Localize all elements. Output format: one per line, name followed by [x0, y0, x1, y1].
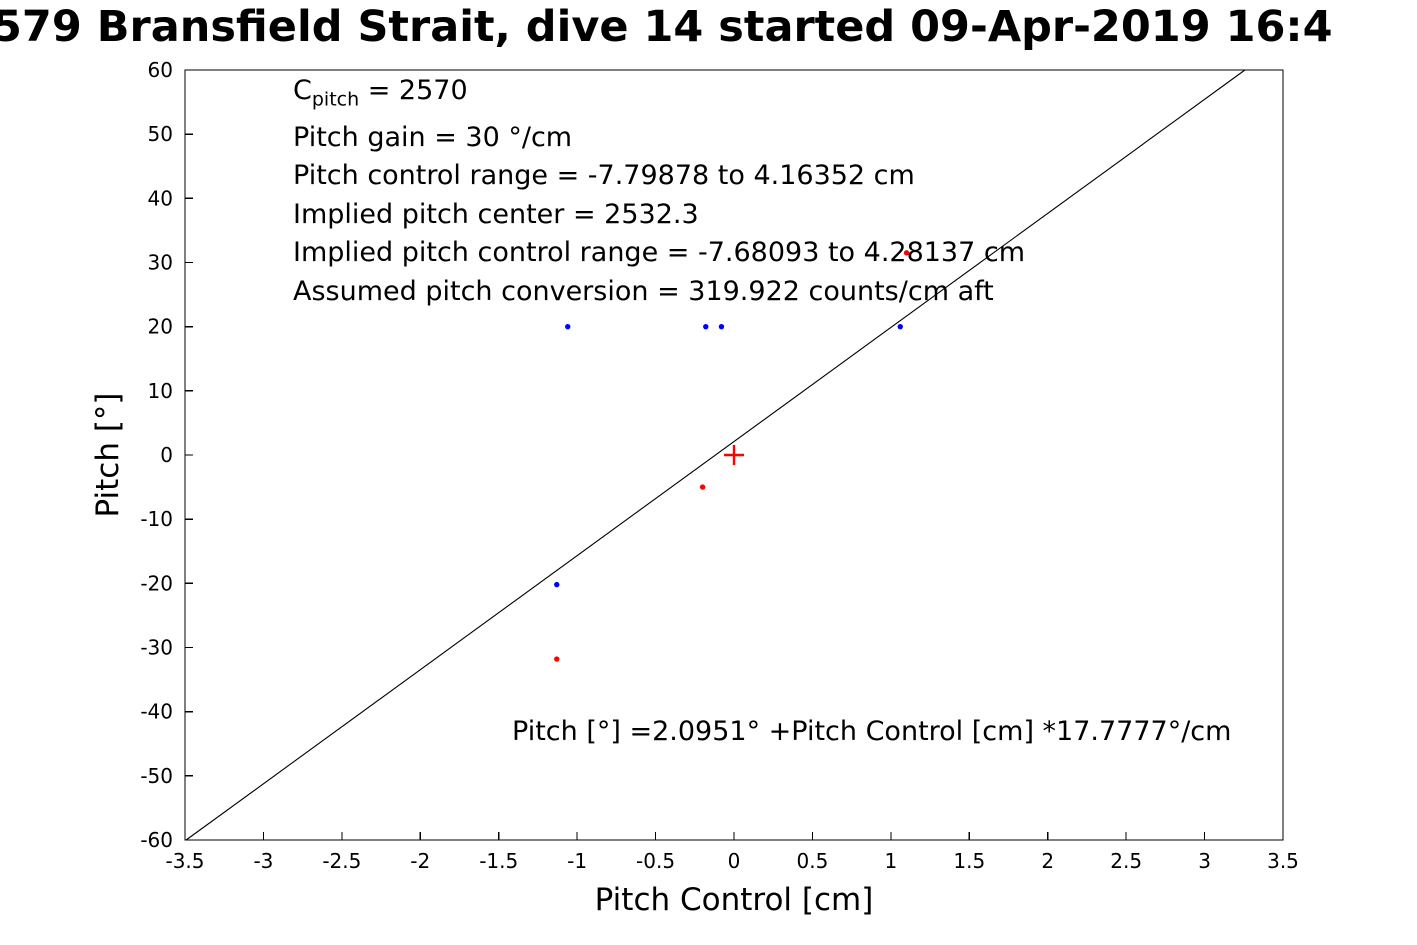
x-tick-label: 0.5	[797, 849, 829, 873]
regression-info-annotations: Cpitch = 2570 Pitch gain = 30 °/cm Pitch c…	[293, 72, 1025, 311]
y-tick-label: 50	[148, 122, 173, 146]
x-axis-label: Pitch Control [cm]	[594, 882, 874, 918]
y-tick-label: 40	[148, 186, 173, 210]
y-tick-label: -30	[140, 636, 173, 660]
info-line: Pitch gain = 30 °/cm	[293, 121, 573, 153]
observed-pitch-blue-point	[565, 323, 571, 330]
x-tick-label: -3.5	[165, 849, 204, 873]
y-axis-label: Pitch [°]	[90, 392, 126, 518]
info-line: Implied pitch center = 2532.3	[293, 198, 699, 230]
x-tick-label: 1.5	[953, 849, 985, 873]
implied-pitch-red-point	[554, 656, 560, 662]
x-tick-label: -2.5	[322, 849, 361, 873]
x-tick-label: -3	[253, 849, 273, 873]
fit-line	[185, 69, 1246, 841]
x-tick-label: 3.5	[1267, 849, 1299, 873]
fit-equation-annotation: Pitch [°] =2.0951° +Pitch Control [cm] *…	[512, 716, 1232, 747]
y-tick-label: -50	[140, 764, 173, 788]
y-tick-label: 10	[148, 379, 173, 403]
y-tick-label: -60	[140, 828, 173, 852]
info-line: Assumed pitch conversion = 319.922 count…	[293, 275, 994, 307]
implied-pitch-red-point	[903, 250, 910, 256]
x-tick-label: 2.5	[1110, 849, 1142, 873]
x-tick-label: -1.5	[479, 849, 518, 873]
x-tick-label: 1	[884, 849, 897, 873]
y-tick-label: -10	[140, 507, 173, 531]
observed-pitch-blue-point	[897, 323, 903, 330]
y-tick-label: 60	[148, 58, 173, 82]
chart-title: 579 Bransfield Strait, dive 14 started 0…	[0, 2, 1333, 52]
y-tick-label: 30	[148, 251, 173, 275]
x-tick-label: -1	[567, 849, 587, 873]
x-tick-label: 0	[728, 849, 741, 873]
x-tick-label: -2	[410, 849, 430, 873]
y-tick-label: 20	[148, 315, 173, 339]
x-tick-label: -0.5	[636, 849, 675, 873]
y-tick-label: 0	[160, 443, 173, 467]
info-line-cpitch: Cpitch = 2570	[293, 75, 468, 111]
implied-pitch-red-point	[699, 484, 706, 490]
x-tick-label: 2	[1041, 849, 1054, 873]
y-tick-label: -40	[140, 700, 173, 724]
info-line: Implied pitch control range = -7.68093 t…	[293, 237, 1026, 269]
y-tick-label: -20	[140, 571, 173, 595]
x-tick-label: 3	[1198, 849, 1211, 873]
info-line: Pitch control range = -7.79878 to 4.1635…	[293, 160, 915, 192]
observed-pitch-blue-point	[718, 323, 725, 330]
observed-pitch-blue-point	[554, 581, 560, 588]
observed-pitch-blue-point	[703, 323, 709, 330]
